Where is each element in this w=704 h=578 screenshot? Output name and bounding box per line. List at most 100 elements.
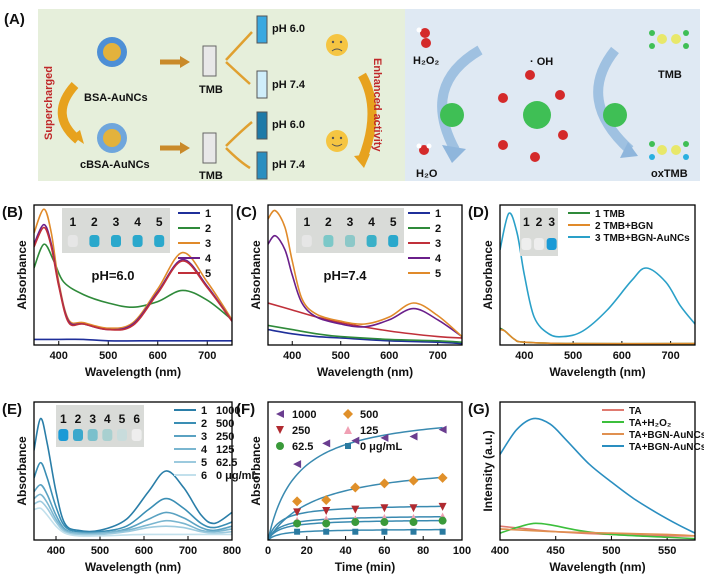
data-point <box>351 436 360 445</box>
cuvette-ph74-bottom <box>256 151 268 180</box>
enhanced-arrow <box>357 72 377 162</box>
tmb-molecule-icon <box>649 30 689 49</box>
ph-annotation: pH=6.0 <box>92 268 135 283</box>
tmb-label-top: TMB <box>199 84 223 96</box>
series-line-5 <box>34 500 232 536</box>
legend-label: 5 <box>201 457 207 469</box>
panel-label: (E) <box>2 401 22 418</box>
x-axis-label: Wavelength (nm) <box>85 365 181 379</box>
plot-frame <box>33 204 233 346</box>
panel-label: (C) <box>236 204 257 221</box>
ph74-top-label: pH 7.4 <box>272 79 306 91</box>
data-point <box>438 502 447 511</box>
vial-solution <box>111 235 121 247</box>
panel-label: (F) <box>236 401 255 418</box>
vial-solution <box>89 235 100 247</box>
plot-area <box>268 425 448 540</box>
tmb-cuvette-top <box>202 45 217 77</box>
legend-label: 500 <box>360 409 378 421</box>
cuvette-ph60-bottom <box>256 111 268 140</box>
data-point <box>351 518 360 527</box>
split-arrow-bottom <box>225 121 253 170</box>
h2o2-molecule-icon <box>416 27 431 48</box>
legend-label: 1 TMB <box>595 209 625 220</box>
legend-label: 3 <box>435 238 441 250</box>
data-point <box>380 433 389 442</box>
series-line-TA-H-O- <box>500 522 695 540</box>
legend: 1000 500 250 125 62.5 0 μg/mL <box>276 409 402 453</box>
x-tick-label: 500 <box>602 545 620 557</box>
legend-label: 4 <box>205 253 212 265</box>
vial-solution <box>58 429 69 441</box>
legend-concentration: 62.5 <box>216 457 237 469</box>
data-point <box>381 528 388 535</box>
ph74-bottom-label: pH 7.4 <box>272 159 306 171</box>
x-tick-label: 400 <box>283 350 301 362</box>
vial-number: 2 <box>75 412 82 426</box>
enhanced-activity-label: Enhanced activity <box>371 58 383 152</box>
vial-number: 4 <box>368 215 375 229</box>
x-tick-label: 450 <box>547 545 565 557</box>
curved-arrow-left <box>437 45 483 153</box>
panel-label-a: (A) <box>4 11 25 28</box>
vial-number: 2 <box>91 215 98 229</box>
vial-solution <box>131 429 142 441</box>
series-line-TA-BGN-AuNCs-H-O- <box>500 417 695 534</box>
data-point <box>409 432 418 441</box>
legend-label: 2 <box>205 223 211 235</box>
panel-a: (A) BSA-AuNCs cBSA-AuNCs Supercharged TM… <box>4 9 700 182</box>
vial-solution <box>534 238 544 250</box>
legend-concentration: 0 μg/mL <box>216 470 258 482</box>
legend-label: 3 <box>205 238 211 250</box>
y-axis-label: Absorbance <box>249 436 263 506</box>
legend-label: 2 <box>435 223 441 235</box>
x-tick-label: 800 <box>223 545 241 557</box>
x-tick-label: 400 <box>47 545 65 557</box>
ph-annotation: pH=7.4 <box>324 268 368 283</box>
h2o2-label: H₂O₂ <box>413 55 439 67</box>
x-tick-label: 700 <box>661 350 679 362</box>
curved-arrow-right <box>593 46 634 154</box>
panel-label: (B) <box>2 204 23 221</box>
x-axis-label: Wavelength (nm) <box>317 365 413 379</box>
vial-solution <box>102 429 113 441</box>
x-tick-label: 600 <box>149 350 167 362</box>
tmb-cuvette-bottom <box>202 132 217 164</box>
nanoparticle-right-icon <box>603 103 627 127</box>
oxtmb-molecule-icon <box>649 141 689 160</box>
vial-number: 3 <box>89 412 96 426</box>
legend: 1 2 3 4 5 <box>178 208 212 280</box>
cuvette-ph74-top <box>256 70 268 99</box>
inset-background <box>56 405 144 447</box>
series-line-1 <box>34 417 232 533</box>
x-tick-label: 600 <box>135 545 153 557</box>
vial-number: 1 <box>69 215 76 229</box>
series-line-2 <box>34 243 232 321</box>
series-line-3-TMB-BGN-AuNCs <box>500 212 695 338</box>
vial-number: 2 <box>536 215 543 229</box>
series-line-4 <box>268 234 462 338</box>
legend-marker <box>345 443 351 449</box>
x-tick-label: 40 <box>339 545 351 557</box>
series-line-2 <box>268 324 462 343</box>
cuvette-ph60-top <box>256 15 268 44</box>
x-tick-label: 600 <box>613 350 631 362</box>
vial-solution <box>301 235 312 247</box>
legend-label: 1 <box>435 208 441 220</box>
x-axis-label: Wavelength (nm) <box>85 560 181 574</box>
vial-solution <box>388 235 399 247</box>
data-point <box>408 475 419 486</box>
legend-label: 3 <box>201 431 207 443</box>
x-tick-label: 20 <box>301 545 313 557</box>
legend-label: 4 <box>435 253 442 265</box>
data-point <box>293 460 302 469</box>
nanoparticle-icon <box>440 103 464 127</box>
vial-number: 1 <box>60 412 67 426</box>
vial-solution <box>132 235 143 247</box>
series-line-5 <box>268 209 462 338</box>
legend: 1 2 3 4 5 <box>408 208 442 280</box>
x-tick-label: 500 <box>332 350 350 362</box>
